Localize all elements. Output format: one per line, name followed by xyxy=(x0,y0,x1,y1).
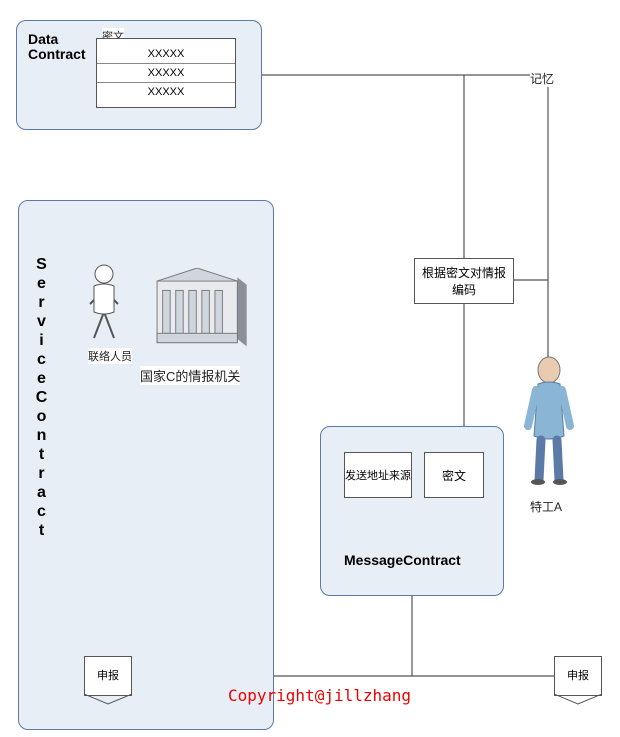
cipher-row: XXXXX xyxy=(97,82,235,101)
data-contract-title: Data Contract xyxy=(28,32,88,63)
report-box-right: 申报 xyxy=(554,656,602,696)
envelope-icon xyxy=(554,694,602,706)
liaison-label: 联络人员 xyxy=(88,348,132,364)
agent-person-icon xyxy=(524,356,574,486)
liaison-person-icon xyxy=(84,262,124,342)
report-box-left: 申报 xyxy=(84,656,132,696)
cipher-row: XXXXX xyxy=(97,45,235,63)
copyright-text: Copyright@jillzhang xyxy=(228,686,411,705)
agency-building-icon xyxy=(152,268,248,352)
addr-box: 发送地址来源 xyxy=(344,452,412,498)
memory-label: 记忆 xyxy=(530,70,554,87)
agent-label: 特工A xyxy=(530,498,562,515)
addr-box-label: 发送地址来源 xyxy=(345,467,411,483)
encode-box-label: 根据密文对情报编码 xyxy=(415,260,513,302)
mc-cipher-box: 密文 xyxy=(424,452,484,498)
mc-cipher-label: 密文 xyxy=(442,467,466,484)
service-contract-title: ServiceContract xyxy=(32,256,50,541)
agency-building-label: 国家C的情报机关 xyxy=(140,366,240,385)
data-contract-title-text: Data Contract xyxy=(28,31,86,62)
diagram-root: Data Contract 密文 XXXXXXXXXXXXXXX 记忆 Serv… xyxy=(0,0,620,737)
message-contract-title: MessageContract xyxy=(344,552,461,568)
envelope-icon xyxy=(84,694,132,706)
cipher-row: XXXXX xyxy=(97,63,235,82)
report-right-label: 申报 xyxy=(567,670,589,682)
cipher-rows-box: XXXXXXXXXXXXXXX xyxy=(96,38,236,108)
encode-box: 根据密文对情报编码 xyxy=(414,258,514,304)
report-left-label: 申报 xyxy=(97,670,119,682)
